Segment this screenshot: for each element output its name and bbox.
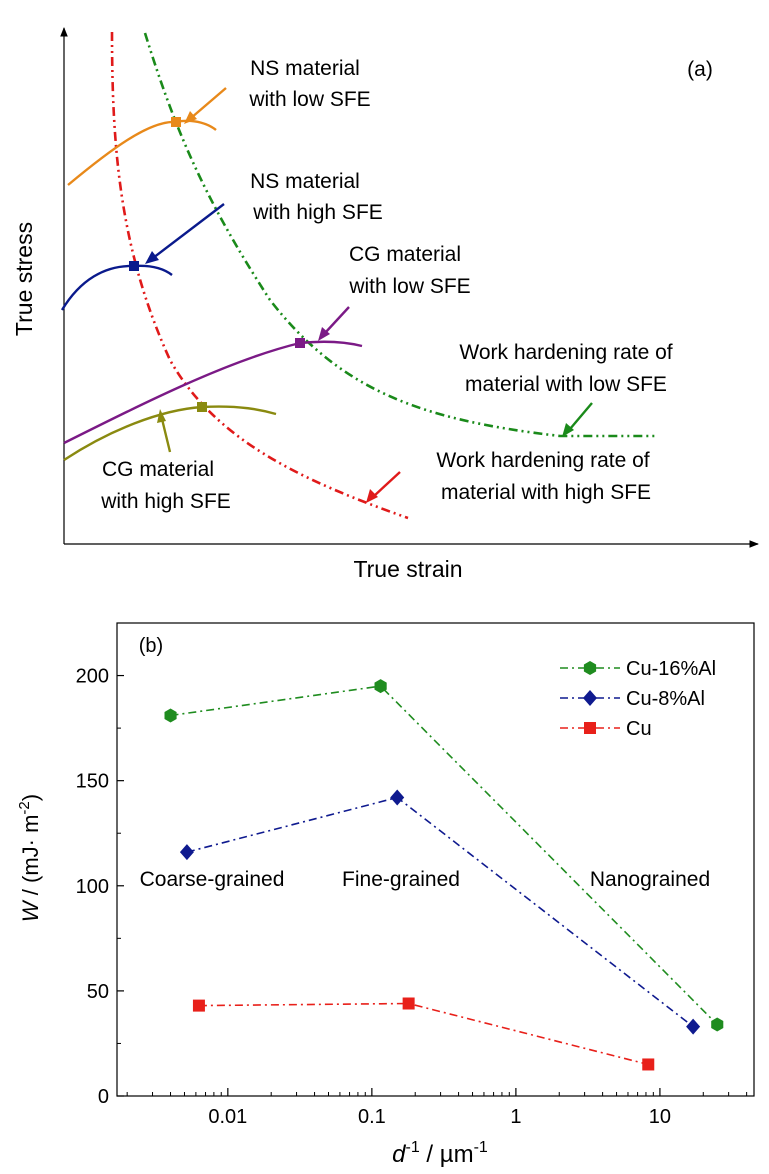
annotation-line: Work hardening rate of	[436, 449, 649, 472]
panel-b-y-ticks: 0 50 100 150 200	[76, 666, 124, 1108]
annotation-line: with low SFE	[248, 88, 370, 111]
panel-b-label: (b)	[139, 635, 163, 657]
series-line	[198, 1002, 649, 1066]
annotation-nanograined: Nanograined	[590, 868, 710, 891]
annotation-ns-low-sfe: NS material with low SFE	[248, 57, 370, 111]
cg-high-sfe-pointer	[157, 409, 172, 453]
cg-low-sfe-pointer	[318, 306, 350, 341]
panel-b-plot-frame	[116, 622, 755, 1097]
data-point	[711, 1017, 724, 1032]
x-tick-label: 10	[649, 1106, 671, 1128]
legend-label: Cu	[626, 718, 652, 740]
y-label-var: W	[18, 899, 43, 922]
x-tick-label: 1	[510, 1106, 521, 1128]
annotation-line: material with low SFE	[465, 373, 667, 396]
annotation-line: with high SFE	[252, 201, 383, 224]
panel-a-x-label: True strain	[353, 556, 462, 582]
panel-b-series	[164, 679, 724, 1071]
data-point	[402, 997, 415, 1010]
y-label-close: )	[18, 794, 43, 801]
whr-low-sfe-pointer	[562, 402, 593, 437]
annotation-line: Work hardening rate of	[459, 341, 672, 364]
cg-low-sfe-curve	[63, 340, 363, 445]
cg-low-sfe-marker	[295, 338, 305, 348]
x-label-mid: / µm	[420, 1141, 474, 1168]
legend-label: Cu-8%Al	[626, 688, 705, 710]
annotation-whr-low-sfe: Work hardening rate of material with low…	[459, 341, 672, 396]
panel-b-x-ticks: 0.01 0.1 1 10	[126, 1088, 748, 1128]
data-point	[374, 679, 387, 694]
annotation-line: material with high SFE	[441, 481, 651, 504]
annotation-line: with high SFE	[100, 490, 231, 513]
annotation-ns-high-sfe: NS material with high SFE	[250, 170, 383, 224]
y-label-sup: -2	[16, 801, 33, 814]
legend-marker	[583, 661, 597, 675]
data-point	[390, 789, 405, 806]
x-label-sup2: -1	[474, 1139, 488, 1156]
legend-label: Cu-16%Al	[626, 658, 716, 680]
annotation-whr-high-sfe: Work hardening rate of material with hig…	[436, 449, 651, 504]
ns-low-sfe-curve	[67, 119, 217, 186]
data-point	[192, 999, 205, 1012]
series-line	[186, 796, 694, 1028]
legend-marker	[584, 722, 596, 734]
annotation-line: CG material	[102, 458, 214, 481]
x-tick-label: 0.1	[358, 1106, 386, 1128]
ns-low-sfe-marker	[171, 117, 181, 127]
y-tick-label: 100	[76, 876, 109, 898]
annotation-cg-low-sfe: CG material with low SFE	[348, 243, 470, 298]
panel-b-y-label: W / (mJ· m-2)	[16, 794, 43, 922]
data-point	[179, 844, 194, 861]
annotation-line: CG material	[349, 243, 461, 266]
y-label-rest: / (mJ· m	[18, 815, 43, 902]
whr-high-sfe-curve	[110, 31, 409, 520]
ns-high-sfe-pointer	[145, 203, 225, 264]
panel-a-label: (a)	[687, 58, 713, 81]
panel-a-y-label: True stress	[11, 222, 37, 336]
panel-b-legend: Cu-16%Al Cu-8%Al Cu	[560, 658, 716, 740]
ns-high-sfe-marker	[129, 261, 139, 271]
annotation-coarse-grained: Coarse-grained	[140, 868, 285, 891]
annotation-line: with low SFE	[348, 275, 470, 298]
annotation-line: NS material	[250, 170, 360, 193]
annotation-cg-high-sfe: CG material with high SFE	[100, 458, 231, 513]
x-tick-label: 0.01	[208, 1106, 247, 1128]
ns-low-sfe-pointer	[184, 87, 227, 124]
y-tick-label: 200	[76, 666, 109, 688]
y-tick-label: 0	[98, 1086, 109, 1108]
annotation-line: NS material	[250, 57, 360, 80]
x-label-var: d	[392, 1141, 406, 1168]
data-point	[642, 1058, 655, 1071]
data-point	[164, 708, 177, 723]
ns-high-sfe-curve	[60, 264, 173, 311]
cg-high-sfe-curve	[63, 405, 277, 462]
panel-b-x-label: d-1 / µm-1	[392, 1139, 488, 1168]
x-label-sup1: -1	[406, 1139, 420, 1156]
whr-high-sfe-pointer	[366, 471, 401, 503]
cg-high-sfe-marker	[197, 402, 207, 412]
panel-b: (b) 0 50 100 150 200 0.01 0.1 1 10 Cu-16%Al Cu-8…	[16, 622, 755, 1168]
panel-a: (a) True strain True stress	[11, 27, 759, 582]
legend-marker	[583, 690, 597, 706]
annotation-fine-grained: Fine-grained	[342, 868, 460, 891]
data-point	[686, 1018, 701, 1035]
y-tick-label: 50	[87, 981, 109, 1003]
y-tick-label: 150	[76, 771, 109, 793]
